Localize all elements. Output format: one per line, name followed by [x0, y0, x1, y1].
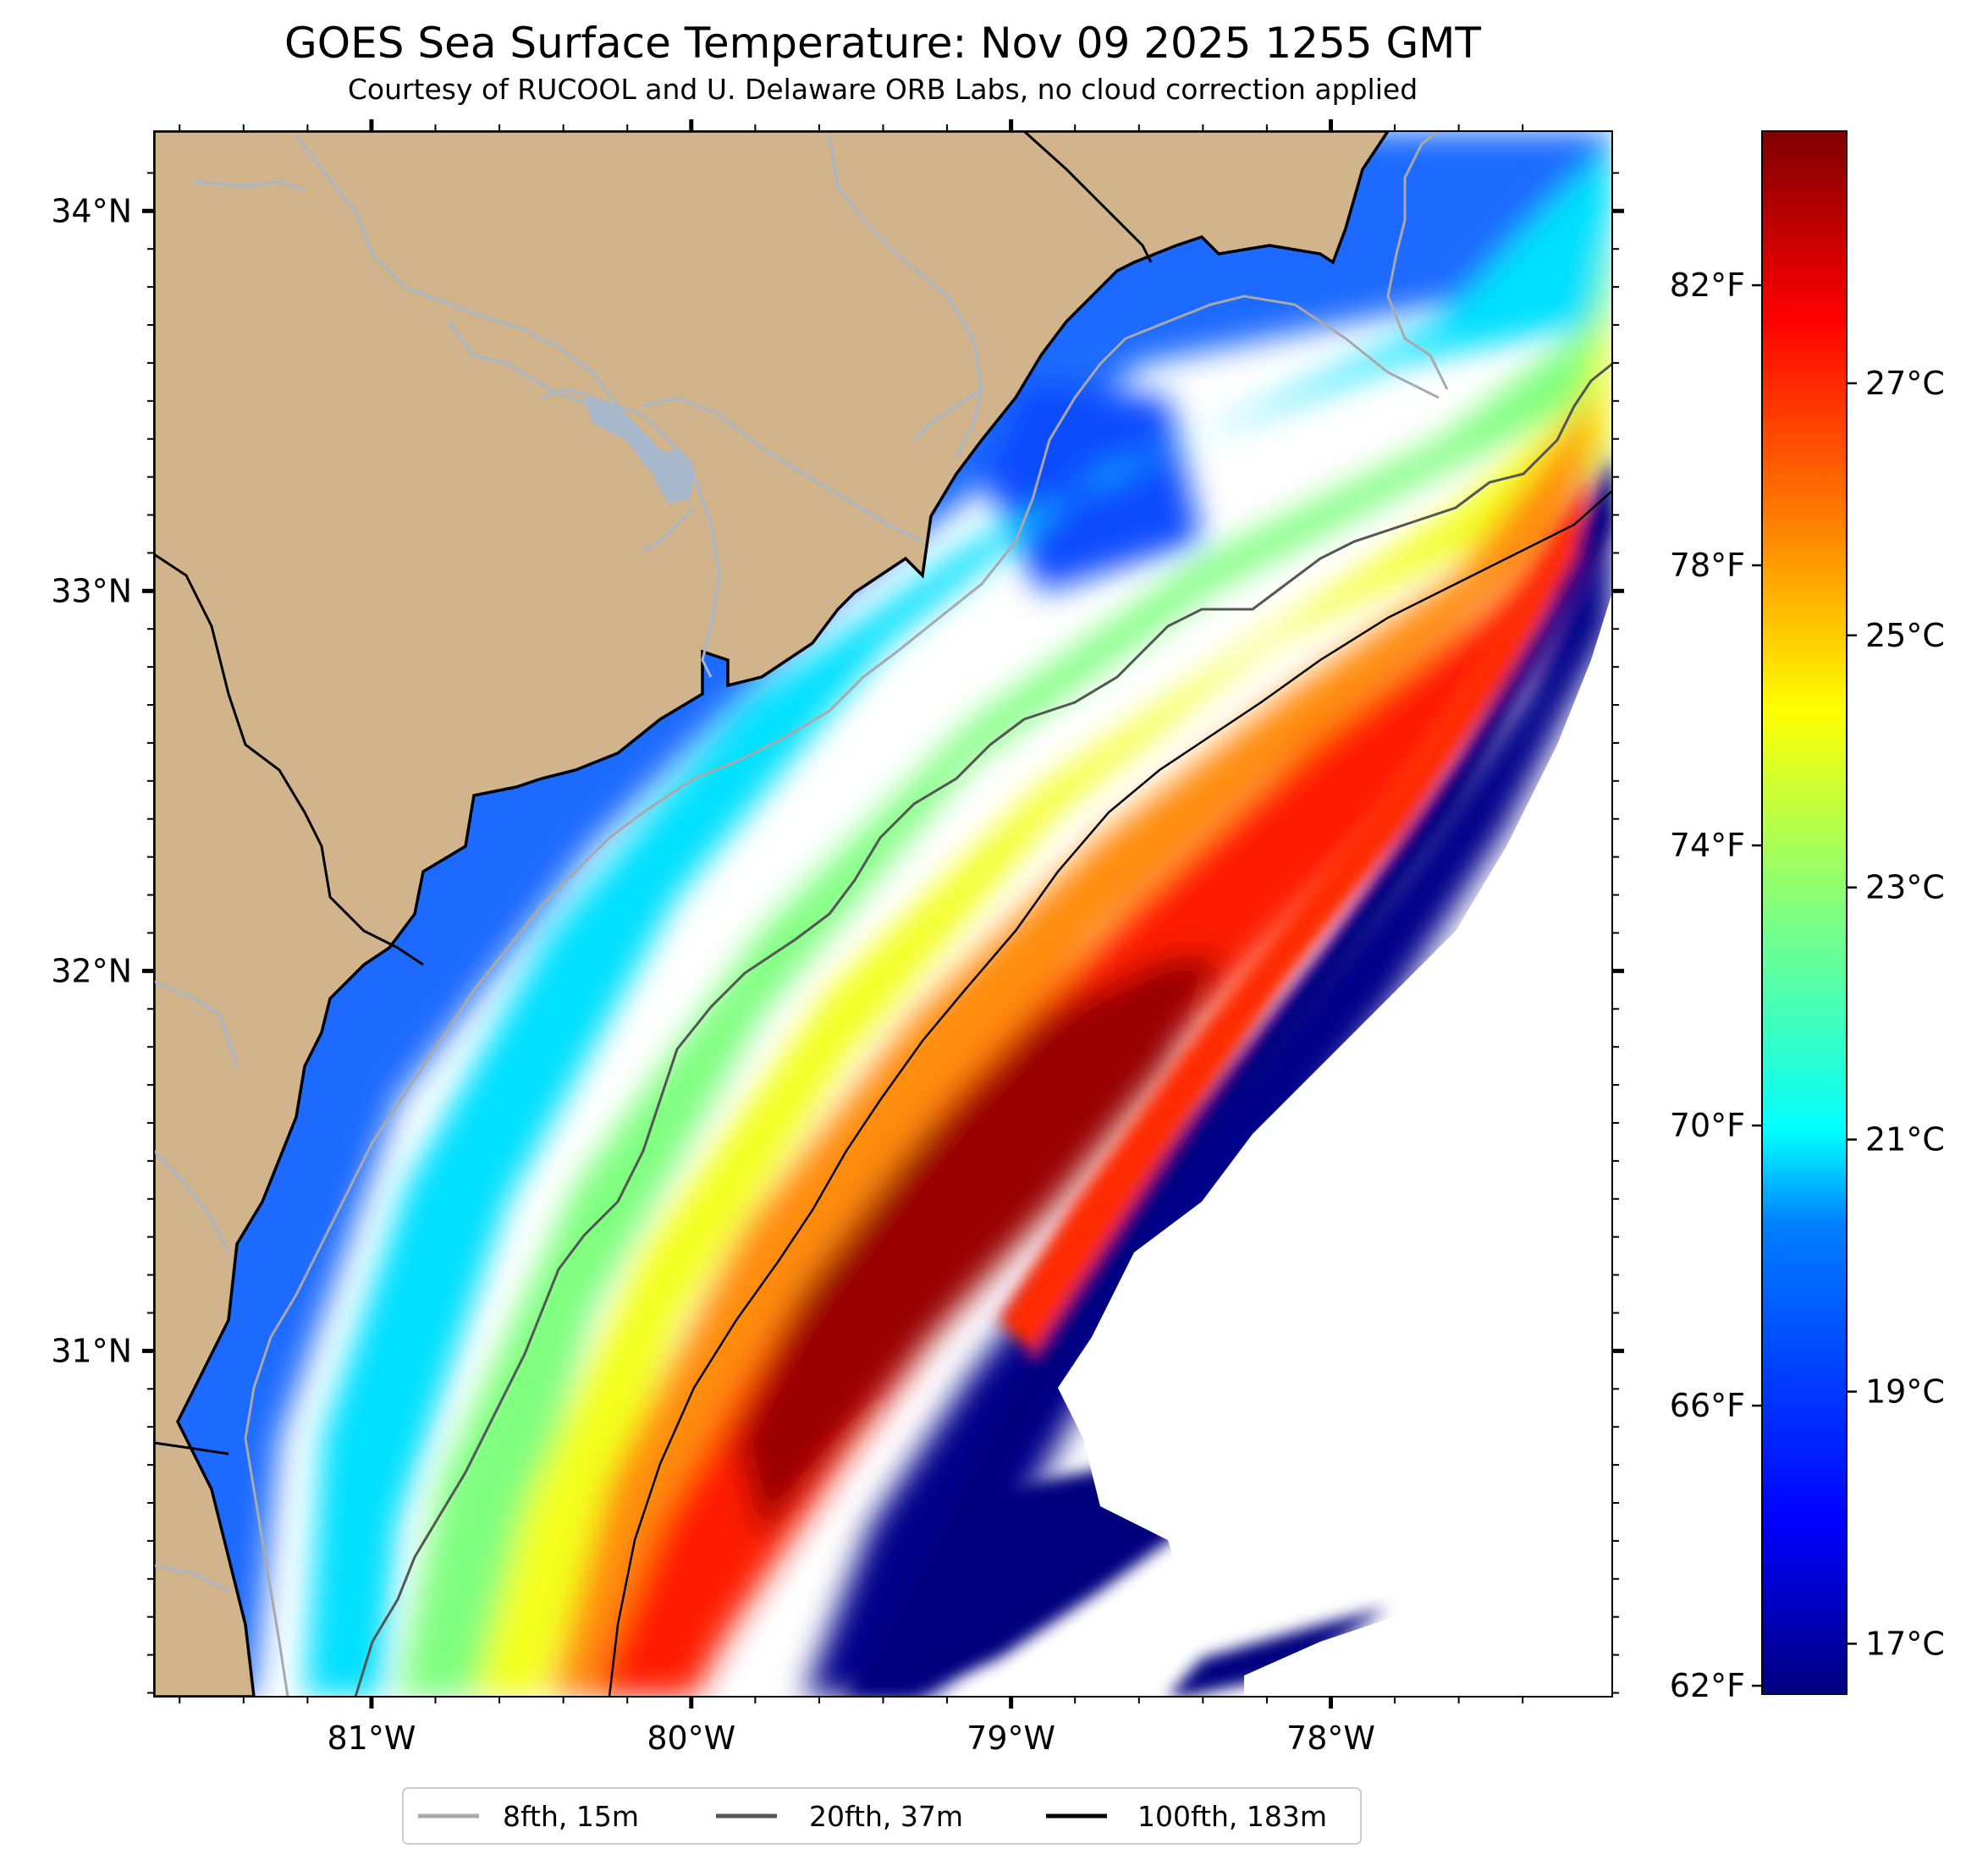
legend-label-8fth: 8fth, 15m: [503, 1800, 639, 1833]
land-area: [154, 131, 1390, 1697]
colorbar-celsius-label: 23°C: [1865, 869, 1945, 906]
colorbar-ticks: 17°C 19°C 21°C 23°C 25°C 27°C 62°F 66°F 70°F 74°F…: [1670, 267, 1945, 1704]
isobath-legend: 8fth, 15m 20fth, 37m 100fth, 183m: [402, 1787, 1362, 1845]
isobath-8fth: [244, 131, 1449, 1697]
sst-orange-band: [550, 389, 1600, 1697]
colorbar-fahrenheit-label: 62°F: [1670, 1667, 1745, 1704]
lon-tick-label: 81°W: [327, 1720, 416, 1757]
chart-title: GOES Sea Surface Temperature: Nov 09 202…: [284, 19, 1481, 68]
lat-tick-label: 31°N: [51, 1332, 132, 1369]
isobath-20fth: [354, 362, 1612, 1697]
isobath-100fth: [608, 490, 1612, 1697]
lat-tick-label: 32°N: [51, 952, 132, 989]
sst-offshore-cold: [804, 440, 1612, 1697]
chart-subtitle: Courtesy of RUCOOL and U. Delaware ORB L…: [348, 73, 1418, 106]
colorbar-fahrenheit-label: 74°F: [1670, 827, 1745, 864]
lat-tick-label: 34°N: [51, 192, 132, 229]
colorbar-celsius-label: 27°C: [1865, 365, 1945, 402]
sst-offshore-edge: [846, 457, 1612, 1697]
sst-nearshore-blue: [982, 381, 1202, 592]
colorbar-fahrenheit-label: 82°F: [1670, 267, 1745, 304]
sst-cyan-band: [305, 144, 1612, 1697]
lon-tick-label: 78°W: [1286, 1720, 1375, 1757]
state-border-fl: [154, 1441, 229, 1456]
colorbar-celsius-label: 19°C: [1865, 1373, 1945, 1411]
legend-label-20fth: 20fth, 37m: [809, 1800, 963, 1833]
colorbar-fahrenheit-label: 78°F: [1670, 547, 1745, 584]
colorbar: [1761, 130, 1848, 1695]
colorbar-fahrenheit-label: 70°F: [1670, 1107, 1745, 1144]
lat-tick-label: 33°N: [51, 572, 132, 609]
legend-box: [402, 1787, 1362, 1845]
sst-yellow-band: [474, 296, 1612, 1697]
colorbar-celsius-label: 17°C: [1865, 1625, 1945, 1662]
colorbar-fahrenheit-label: 66°F: [1670, 1387, 1745, 1424]
colorbar-celsius-label: 25°C: [1865, 617, 1945, 654]
no-data-region: [1058, 592, 1612, 1697]
sst-dark-red-core: [736, 956, 1227, 1540]
legend-label-100fth: 100fth, 183m: [1137, 1800, 1327, 1833]
state-border-nc: [1022, 131, 1153, 263]
state-border: [154, 553, 424, 966]
lon-tick-label: 79°W: [966, 1720, 1055, 1757]
map-ticks: 34°N 33°N 32°N 31°N 81°W 80°W 79°W 78°W: [51, 119, 1624, 1757]
colorbar-celsius-label: 21°C: [1865, 1121, 1945, 1158]
lake-marion-icon: [652, 448, 694, 504]
map-area: [154, 131, 1612, 1697]
lon-tick-label: 80°W: [647, 1720, 735, 1757]
